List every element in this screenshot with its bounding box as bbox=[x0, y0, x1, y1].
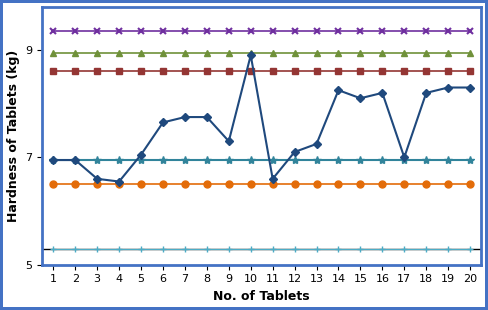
X-axis label: No. of Tablets: No. of Tablets bbox=[213, 290, 310, 303]
Y-axis label: Hardness of Tablets (kg): Hardness of Tablets (kg) bbox=[7, 50, 20, 222]
